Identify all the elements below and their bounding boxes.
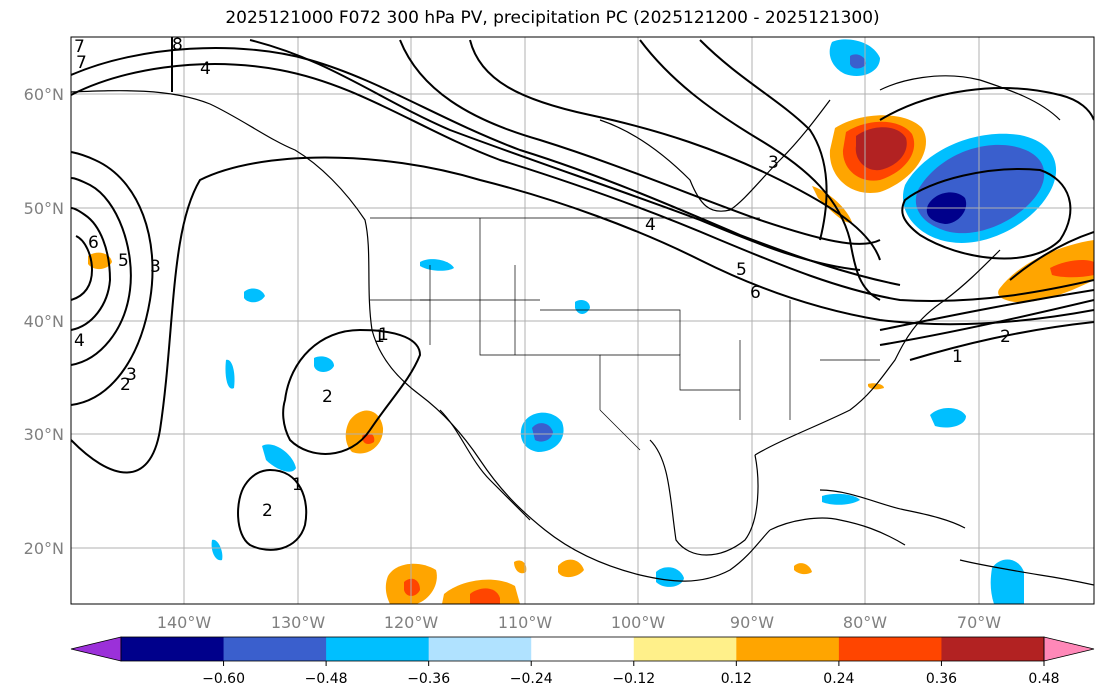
colorbar-segment — [121, 637, 225, 661]
lon-labels: 140°W 130°W 120°W 110°W 100°W 90°W 80°W … — [157, 613, 1001, 632]
contour-label: 5 — [118, 251, 129, 271]
colorbar-segment — [941, 637, 1045, 661]
precip-area — [1050, 260, 1094, 278]
contour-label: 2 — [120, 375, 131, 395]
contour-label: 7 — [74, 37, 85, 57]
lon-label: 110°W — [498, 613, 553, 632]
lon-label: 100°W — [611, 613, 666, 632]
contour-label: 6 — [88, 233, 99, 253]
precip-area — [794, 563, 812, 575]
contour-label: 2 — [322, 387, 333, 407]
precip-area — [404, 578, 420, 596]
contour-label: 1 — [378, 325, 389, 345]
precip-area — [558, 559, 584, 578]
contour-label: 4 — [200, 59, 211, 79]
lon-label: 120°W — [384, 613, 439, 632]
lat-label: 40°N — [24, 312, 64, 331]
colorbar-tick-label: 0.12 — [721, 671, 752, 687]
precip-area — [262, 444, 296, 472]
contour-label: 3 — [126, 365, 137, 385]
contour-label: 1 — [292, 475, 303, 495]
lat-label: 60°N — [24, 85, 64, 104]
lon-label: 80°W — [843, 613, 887, 632]
contour-labels: 1 2 3 4 5 6 7 1 2 1 2 3 5 6 4 3 2 1 8 7 … — [74, 35, 1011, 521]
pv-contours — [71, 37, 1094, 551]
precip-area — [990, 559, 1024, 604]
colorbar-segment — [736, 637, 840, 661]
contour-label: 8 — [172, 35, 183, 55]
lon-label: 70°W — [957, 613, 1001, 632]
precip-area — [532, 423, 553, 442]
contour-label: 5 — [736, 260, 747, 280]
graticule — [71, 37, 1094, 604]
colorbar-segment — [428, 637, 532, 661]
colorbar-tick-label: 0.36 — [926, 671, 957, 687]
precip-area — [822, 493, 860, 505]
map-title: 2025121000 F072 300 hPa PV, precipitatio… — [225, 8, 880, 28]
colorbar-tick-label: 0.48 — [1028, 671, 1059, 687]
colorbar-tick-label: −0.48 — [305, 671, 348, 687]
contour-label: 1 — [952, 347, 963, 367]
precip-area — [812, 186, 852, 223]
colorbar-segment — [326, 637, 430, 661]
contour-label: 1 — [374, 327, 385, 347]
colorbar-tick-label: −0.24 — [510, 671, 553, 687]
precip-area — [656, 567, 684, 587]
precip-area — [345, 410, 384, 454]
precip-area — [850, 54, 866, 69]
precip-area — [575, 300, 590, 314]
lat-label: 50°N — [24, 199, 64, 218]
precip-area — [420, 259, 454, 271]
lon-label: 90°W — [730, 613, 774, 632]
contour-label: 4 — [645, 215, 656, 235]
precip-area — [930, 407, 966, 428]
lon-label: 140°W — [157, 613, 212, 632]
contour-label: 7 — [76, 53, 87, 73]
precip-area — [225, 359, 235, 389]
colorbar-tick-label: 0.24 — [823, 671, 854, 687]
colorbar-segment — [223, 637, 327, 661]
contour-label: 4 — [74, 331, 85, 351]
colorbar-extend-min — [70, 636, 122, 662]
precip-area — [470, 588, 500, 604]
lat-label: 20°N — [24, 539, 64, 558]
precip-area — [998, 240, 1094, 303]
colorbar-tick-label: −0.12 — [612, 671, 655, 687]
lat-labels: 60°N 50°N 40°N 30°N 20°N — [24, 85, 64, 558]
precip-area — [868, 383, 884, 390]
precip-area — [244, 288, 265, 303]
borders — [370, 217, 880, 451]
colorbar-segment — [838, 637, 942, 661]
colorbar-extend-max — [1043, 636, 1095, 662]
map-frame — [70, 36, 1095, 605]
coastlines — [71, 75, 1094, 586]
colorbar: −0.60 −0.48 −0.36 −0.24 −0.12 0.12 0.24 0.36 0.4… — [70, 636, 1095, 687]
precip-area — [514, 560, 527, 574]
contour-label: 3 — [768, 153, 779, 173]
colorbar-segment — [531, 637, 635, 661]
precip-area — [855, 127, 907, 171]
contour-label: 2 — [262, 501, 273, 521]
contour-label: 2 — [1000, 327, 1011, 347]
precip-area — [314, 356, 334, 372]
lon-label: 130°W — [271, 613, 326, 632]
colorbar-tick-label: −0.36 — [407, 671, 450, 687]
colorbar-tick-label: −0.60 — [202, 671, 245, 687]
colorbar-segment — [633, 637, 737, 661]
lat-label: 30°N — [24, 425, 64, 444]
precip-area — [88, 252, 112, 270]
contour-label: 6 — [750, 283, 761, 303]
contour-label: 3 — [150, 257, 161, 277]
precip-area — [211, 539, 223, 561]
colorbar-border — [120, 636, 1045, 662]
